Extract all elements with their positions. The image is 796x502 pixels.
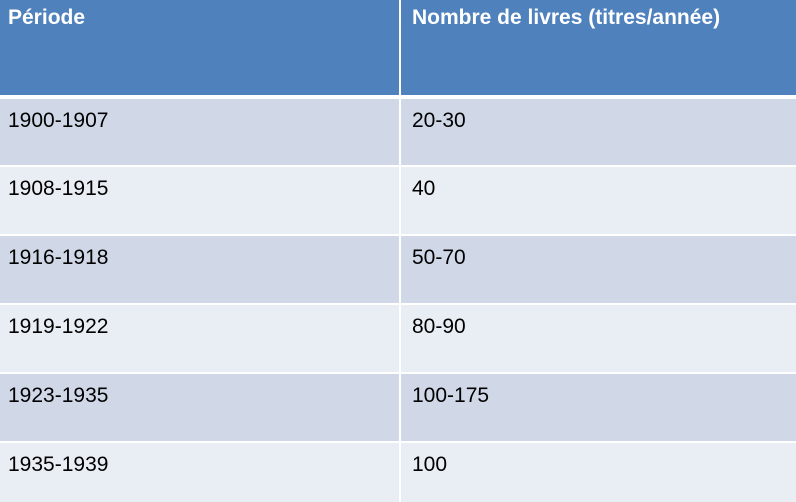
table-row: 1908-1915 40: [0, 166, 796, 236]
table-header-row: Période Nombre de livres (titres/année): [0, 0, 796, 99]
cell-periode: 1908-1915: [0, 166, 401, 236]
cell-nombre: 100-175: [400, 373, 796, 443]
cell-nombre: 50-70: [400, 235, 796, 305]
header-periode: Période: [0, 0, 401, 99]
cell-periode: 1935-1939: [0, 442, 401, 502]
cell-periode: 1923-1935: [0, 373, 401, 443]
table-row: 1935-1939 100: [0, 442, 796, 502]
header-nombre-de-livres: Nombre de livres (titres/année): [400, 0, 796, 99]
cell-nombre: 20-30: [400, 97, 796, 167]
cell-nombre: 100: [400, 442, 796, 502]
cell-periode: 1900-1907: [0, 97, 401, 167]
table-row: 1916-1918 50-70: [0, 235, 796, 305]
table-row: 1919-1922 80-90: [0, 304, 796, 374]
cell-nombre: 80-90: [400, 304, 796, 374]
table-row: 1923-1935 100-175: [0, 373, 796, 443]
cell-periode: 1919-1922: [0, 304, 401, 374]
table-row: 1900-1907 20-30: [0, 97, 796, 167]
cell-nombre: 40: [400, 166, 796, 236]
cell-periode: 1916-1918: [0, 235, 401, 305]
